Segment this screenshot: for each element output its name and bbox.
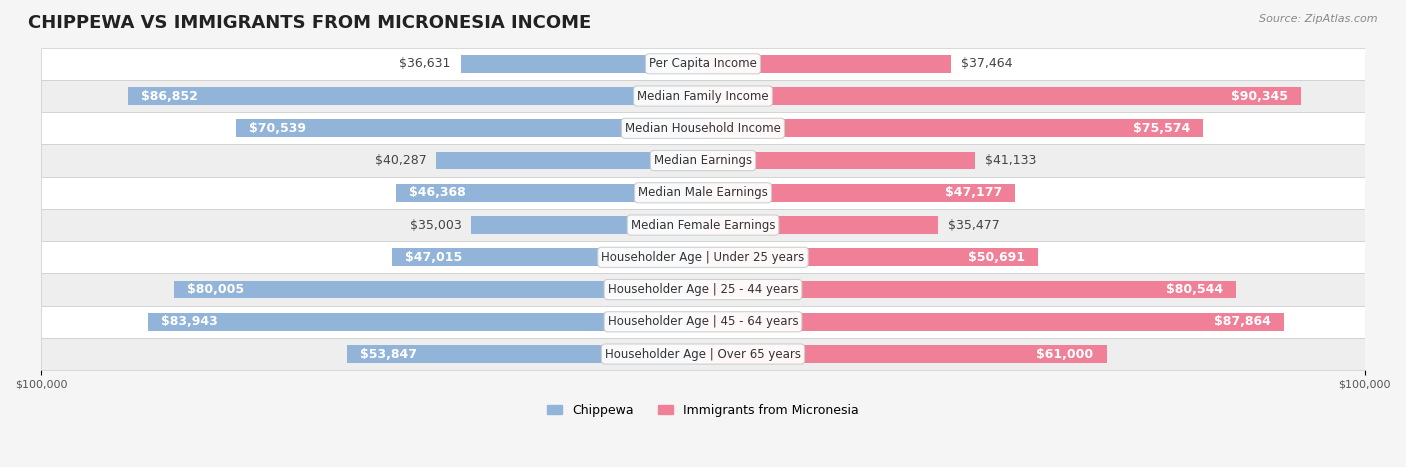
Bar [41,274,1365,306]
Bar [392,248,703,266]
Text: Median Family Income: Median Family Income [637,90,769,103]
Bar [148,313,703,331]
Text: $90,345: $90,345 [1230,90,1288,103]
Bar [41,306,1365,338]
Bar [703,313,1285,331]
Text: Householder Age | 45 - 64 years: Householder Age | 45 - 64 years [607,315,799,328]
Text: Householder Age | 25 - 44 years: Householder Age | 25 - 44 years [607,283,799,296]
Bar [41,112,1365,144]
Text: Median Household Income: Median Household Income [626,122,780,135]
Text: Median Female Earnings: Median Female Earnings [631,219,775,232]
Bar [703,216,938,234]
Text: $87,864: $87,864 [1215,315,1271,328]
Bar [703,152,976,170]
Bar [703,345,1107,363]
Text: Source: ZipAtlas.com: Source: ZipAtlas.com [1260,14,1378,24]
Text: $41,133: $41,133 [986,154,1036,167]
Bar [41,177,1365,209]
Text: Householder Age | Over 65 years: Householder Age | Over 65 years [605,347,801,361]
Bar [396,184,703,202]
Text: $53,847: $53,847 [360,347,418,361]
Bar [41,241,1365,274]
Bar [41,338,1365,370]
Bar [41,80,1365,112]
Text: $35,003: $35,003 [409,219,461,232]
Bar [703,87,1301,105]
Bar [471,216,703,234]
Bar [436,152,703,170]
Bar [461,55,703,73]
Text: $47,177: $47,177 [945,186,1002,199]
Text: $83,943: $83,943 [160,315,218,328]
Legend: Chippewa, Immigrants from Micronesia: Chippewa, Immigrants from Micronesia [541,399,865,422]
Text: $70,539: $70,539 [249,122,307,135]
Text: $40,287: $40,287 [375,154,426,167]
Text: $80,544: $80,544 [1166,283,1223,296]
Bar [236,120,703,137]
Bar [41,209,1365,241]
Text: $50,691: $50,691 [969,251,1025,264]
Text: CHIPPEWA VS IMMIGRANTS FROM MICRONESIA INCOME: CHIPPEWA VS IMMIGRANTS FROM MICRONESIA I… [28,14,592,32]
Bar [703,120,1204,137]
Text: $36,631: $36,631 [399,57,451,71]
Text: $37,464: $37,464 [960,57,1012,71]
Text: Householder Age | Under 25 years: Householder Age | Under 25 years [602,251,804,264]
Bar [703,184,1015,202]
Text: $80,005: $80,005 [187,283,243,296]
Text: $61,000: $61,000 [1036,347,1094,361]
Bar [703,248,1039,266]
Bar [173,281,703,298]
Bar [41,144,1365,177]
Text: $46,368: $46,368 [409,186,467,199]
Bar [41,48,1365,80]
Text: $86,852: $86,852 [142,90,198,103]
Text: Per Capita Income: Per Capita Income [650,57,756,71]
Text: Median Earnings: Median Earnings [654,154,752,167]
Text: $47,015: $47,015 [405,251,463,264]
Text: Median Male Earnings: Median Male Earnings [638,186,768,199]
Text: $75,574: $75,574 [1133,122,1189,135]
Bar [347,345,703,363]
Bar [703,55,950,73]
Text: $35,477: $35,477 [948,219,1000,232]
Bar [703,281,1236,298]
Bar [128,87,703,105]
